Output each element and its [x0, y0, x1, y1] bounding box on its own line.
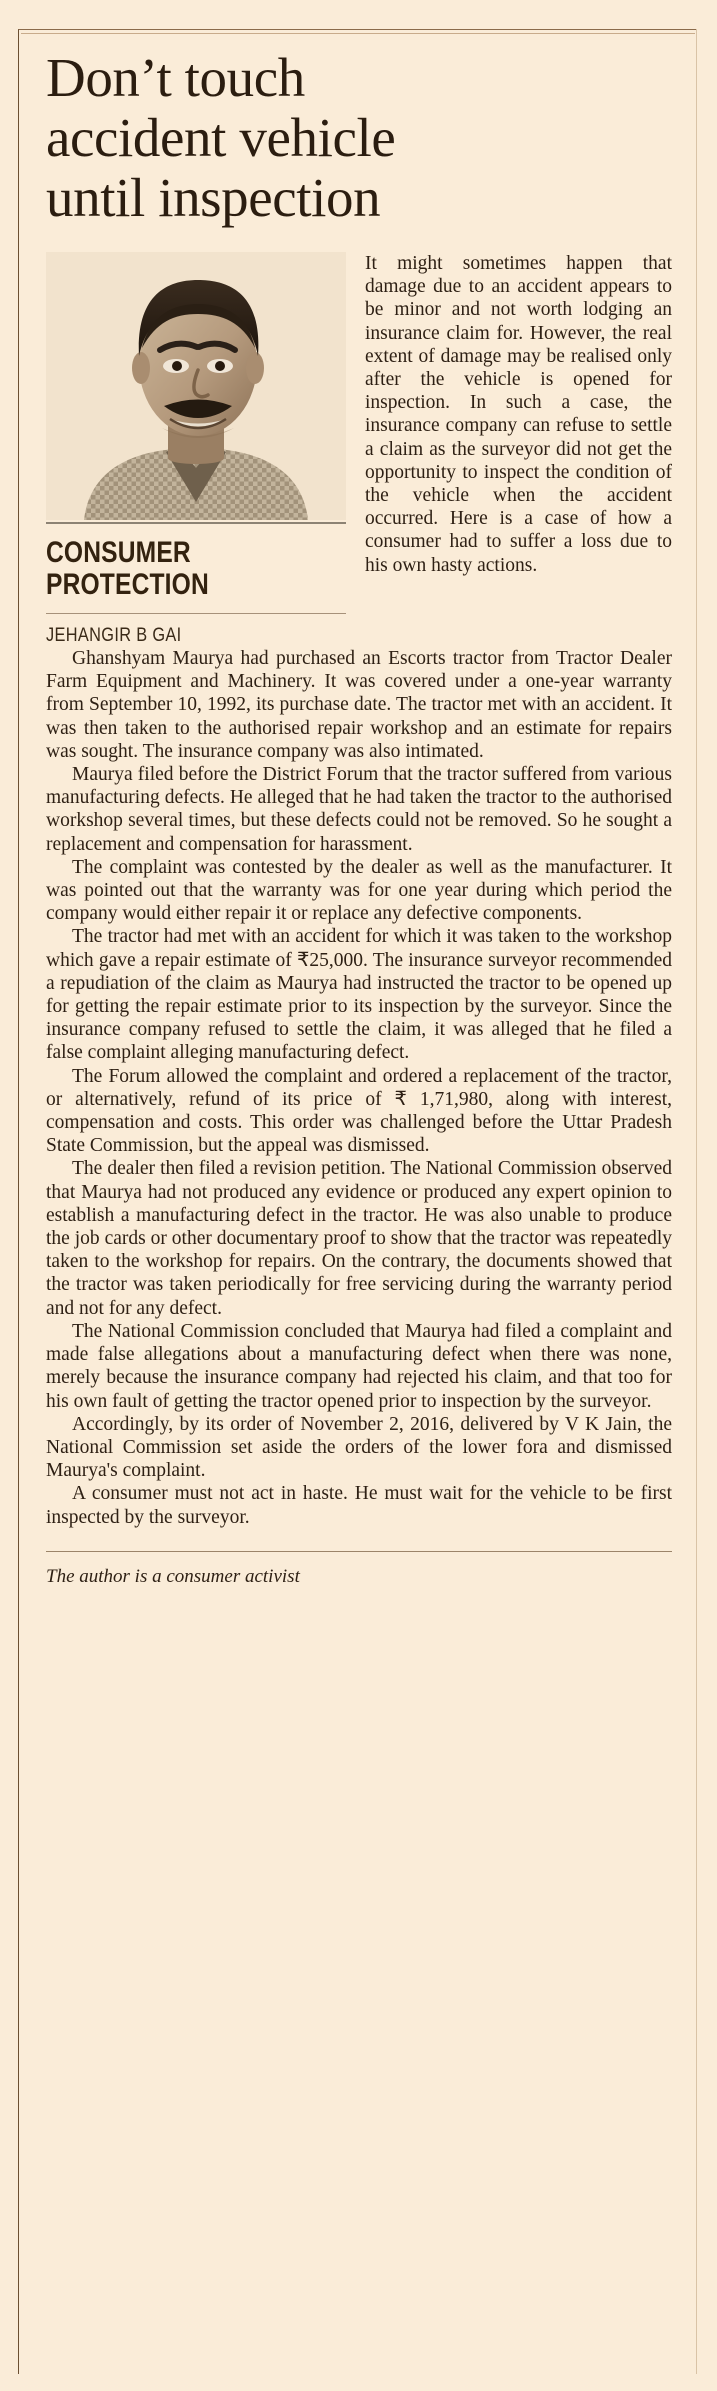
body-paragraph: The National Commission concluded that M… — [46, 1320, 672, 1412]
body-paragraph: The complaint was contested by the deale… — [46, 856, 672, 925]
frame-border-outer — [18, 29, 697, 2374]
page-title: Don’t touch accident vehicle until inspe… — [46, 48, 606, 228]
article-content: Don’t touch accident vehicle until inspe… — [46, 48, 672, 1589]
body-paragraph: The tractor had met with an accident for… — [46, 926, 672, 1064]
column-label-line-1: CONSUMER — [46, 536, 191, 569]
author-note: The author is a consumer activist — [46, 1565, 300, 1587]
frame-border-right — [696, 29, 697, 2374]
article-body: Ghanshyam Maurya had purchased an Escort… — [46, 647, 672, 1529]
body-paragraph: The Forum allowed the complaint and orde… — [46, 1065, 672, 1157]
body-paragraph: Maurya filed before the District Forum t… — [46, 764, 672, 855]
columnist-block: CONSUMER PROTECTION JEHANGIR B GAI — [46, 252, 346, 647]
footer-rule — [46, 1550, 672, 1552]
body-paragraph: Accordingly, by its order of November 2,… — [46, 1413, 672, 1482]
label-rule-top — [46, 522, 346, 524]
body-paragraph: Ghanshyam Maurya had purchased an Escort… — [46, 648, 672, 762]
author-byline: JEHANGIR B GAI — [46, 625, 182, 646]
frame-border-inner — [21, 33, 695, 2373]
column-label: CONSUMER PROTECTION — [46, 537, 341, 601]
headline-line-3: until inspection — [46, 167, 381, 228]
headline-line-2: accident vehicle — [46, 107, 396, 168]
body-paragraph: The dealer then filed a revision petitio… — [46, 1158, 672, 1319]
headline-line-1: Don’t touch — [46, 47, 305, 108]
article-intro: It might sometimes happen that damage du… — [365, 253, 672, 576]
label-rule-bottom — [46, 613, 346, 614]
portrait-illustration — [46, 252, 346, 520]
columnist-photo — [46, 252, 346, 520]
column-label-line-2: PROTECTION — [46, 568, 209, 601]
body-paragraph: A consumer must not act in haste. He mus… — [46, 1483, 672, 1528]
